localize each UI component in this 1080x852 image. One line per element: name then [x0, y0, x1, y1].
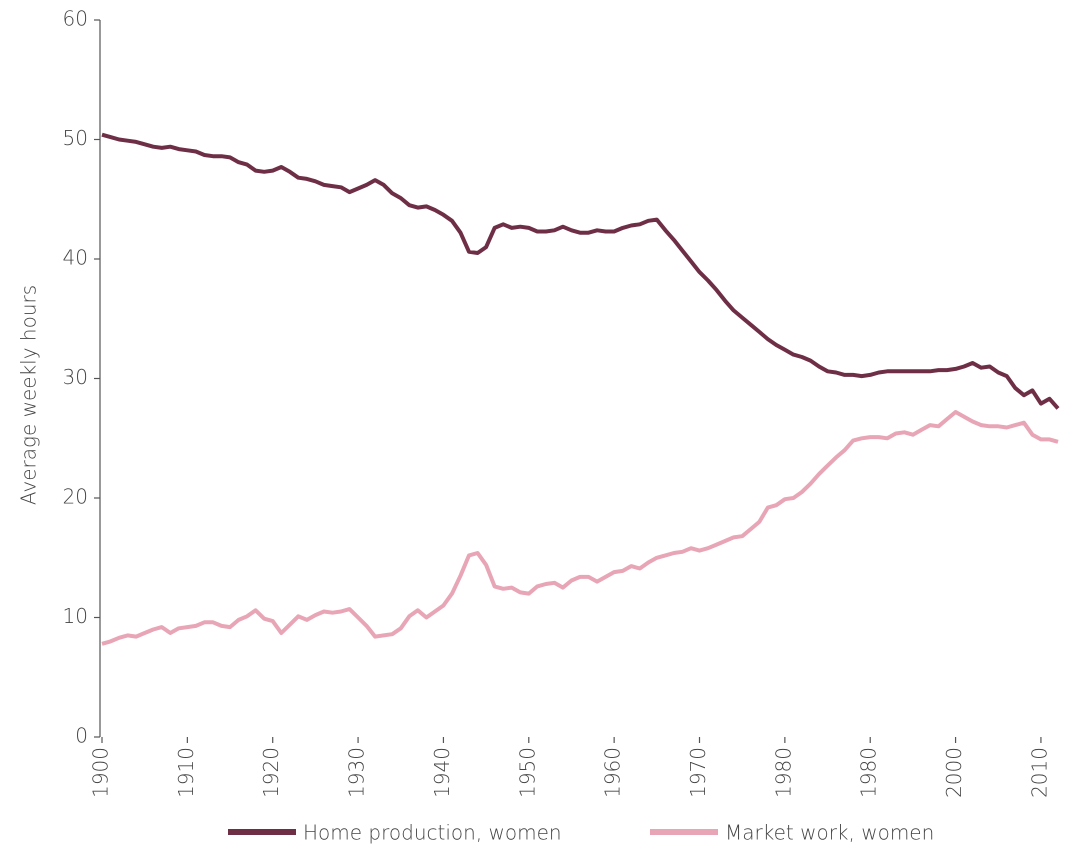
x-tick-label: 1940 — [430, 747, 454, 798]
x-tick-label: 1910 — [174, 747, 198, 798]
x-tick-label: 1920 — [259, 747, 283, 798]
x-tick-label: 1960 — [601, 747, 625, 798]
y-tick-label: 30 — [63, 365, 88, 389]
y-tick-label: 10 — [63, 604, 88, 628]
series-line — [101, 132, 1060, 410]
x-tick-label: 2000 — [942, 747, 966, 798]
y-axis-label: Average weekly hours — [17, 285, 41, 505]
x-tick-label: 2010 — [1027, 747, 1051, 798]
y-tick-label: 0 — [75, 724, 88, 748]
y-tick-label: 60 — [63, 7, 88, 31]
x-tick-label: 1980 — [771, 747, 795, 798]
x-tick-label: 1970 — [686, 747, 710, 798]
x-tick-label: 1930 — [345, 747, 369, 798]
legend-label: Market work, women — [725, 821, 934, 845]
x-tick-label: 1950 — [515, 747, 539, 798]
y-tick-label: 50 — [63, 126, 88, 150]
x-tick-label: 1900 — [89, 747, 113, 798]
y-tick-label: 40 — [63, 246, 88, 270]
legend-label: Home production, women — [303, 821, 562, 845]
series-line — [101, 410, 1059, 646]
x-tick-label: 1980 — [857, 747, 881, 798]
y-tick-label: 20 — [63, 485, 88, 509]
